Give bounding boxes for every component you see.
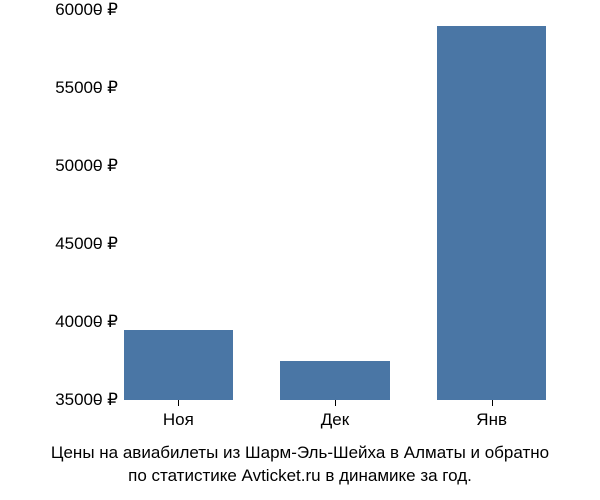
x-tick-mark: [335, 400, 336, 406]
caption-line-1: Цены на авиабилеты из Шарм-Эль-Шейха в А…: [51, 443, 549, 462]
y-tick-mark: [94, 400, 100, 401]
x-tick-label: Янв: [476, 410, 507, 430]
x-tick-label: Дек: [321, 410, 349, 430]
x-tick-mark: [492, 400, 493, 406]
chart-caption: Цены на авиабилеты из Шарм-Эль-Шейха в А…: [0, 442, 600, 488]
bar-nov: [124, 330, 234, 400]
x-tick-mark: [178, 400, 179, 406]
bar-jan: [437, 26, 547, 400]
price-chart: [100, 10, 570, 400]
bar-dec: [280, 361, 390, 400]
caption-line-2: по статистике Avticket.ru в динамике за …: [128, 466, 472, 485]
x-tick-label: Ноя: [163, 410, 194, 430]
plot-area: [100, 10, 570, 400]
